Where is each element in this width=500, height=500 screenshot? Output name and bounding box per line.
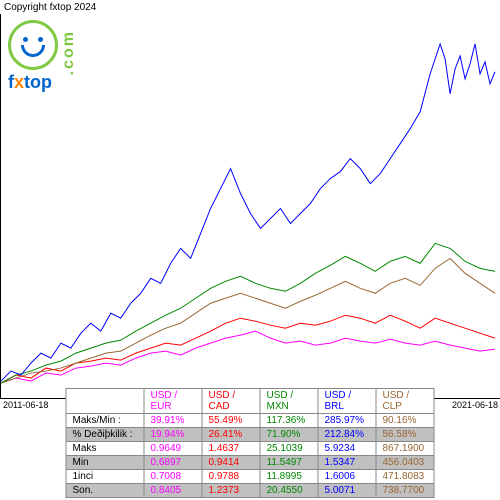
table-row-label: Min (66, 456, 144, 470)
table-column-header: USD / BRL (318, 389, 376, 414)
table-cell: 0.8405 (144, 484, 202, 498)
series-line (1, 315, 495, 383)
table-row-label: 1inci (66, 470, 144, 484)
table-cell: 867.1900 (376, 442, 434, 456)
series-line (1, 331, 495, 383)
table-cell: 26.41% (202, 428, 260, 442)
table-cell: 471.8083 (376, 470, 434, 484)
table-column-header: USD / CAD (202, 389, 260, 414)
x-axis-end-label: 2021-06-18 (452, 400, 498, 410)
table-column-header: USD / CLP (376, 389, 434, 414)
table-row: Min0.68970.941411.54971.5347456.0403 (66, 456, 434, 470)
table-cell: 5.0071 (318, 484, 376, 498)
table-row: Maks0.96491.463725.10395.9234867.1900 (66, 442, 434, 456)
table-cell: 738.7700 (376, 484, 434, 498)
table-cell: 0.6897 (144, 456, 202, 470)
table-cell: 0.9788 (202, 470, 260, 484)
table-cell: 1.2373 (202, 484, 260, 498)
table-cell: 56.58% (376, 428, 434, 442)
table-cell: 1.5347 (318, 456, 376, 470)
table-cell: 117.36% (260, 414, 318, 428)
chart-canvas (1, 14, 500, 398)
table-cell: 1.4637 (202, 442, 260, 456)
series-line (1, 258, 495, 383)
series-line (1, 243, 495, 383)
table-cell: 5.9234 (318, 442, 376, 456)
currency-stats-table: USD / EURUSD / CADUSD / MXNUSD / BRLUSD … (66, 388, 435, 498)
table-cell: 20.4550 (260, 484, 318, 498)
table-cell: 212.84% (318, 428, 376, 442)
table-column-header: USD / MXN (260, 389, 318, 414)
table-row: % Deðiþkilik :19.94%26.41%71.90%212.84%5… (66, 428, 434, 442)
copyright-text: Copyright fxtop 2024 (4, 2, 96, 13)
table-column-header: USD / EUR (144, 389, 202, 414)
table-cell: 0.7008 (144, 470, 202, 484)
table-row-label: % Deðiþkilik : (66, 428, 144, 442)
series-line (1, 44, 495, 381)
table-header-row: USD / EURUSD / CADUSD / MXNUSD / BRLUSD … (66, 389, 434, 414)
table-cell: 19.94% (144, 428, 202, 442)
table-row-label: Maks/Min : (66, 414, 144, 428)
x-axis-start-label: 2011-06-18 (3, 400, 48, 410)
table-cell: 456.0403 (376, 456, 434, 470)
currency-chart: 2011-06-18 2021-06-18 (0, 14, 500, 399)
table-row: Son.0.84051.237320.45505.0071738.7700 (66, 484, 434, 498)
table-corner-cell (66, 389, 144, 414)
table-cell: 0.9414 (202, 456, 260, 470)
table-cell: 90.16% (376, 414, 434, 428)
table-cell: 55.49% (202, 414, 260, 428)
table-cell: 0.9649 (144, 442, 202, 456)
table-cell: 11.5497 (260, 456, 318, 470)
table-row-label: Maks (66, 442, 144, 456)
table-cell: 71.90% (260, 428, 318, 442)
table-cell: 11.8995 (260, 470, 318, 484)
table-cell: 25.1039 (260, 442, 318, 456)
table-row-label: Son. (66, 484, 144, 498)
table-cell: 285.97% (318, 414, 376, 428)
table-cell: 1.6006 (318, 470, 376, 484)
table-row: 1inci0.70080.978811.89951.6006471.8083 (66, 470, 434, 484)
table-cell: 39.91% (144, 414, 202, 428)
table-row: Maks/Min :39.91%55.49%117.36%285.97%90.1… (66, 414, 434, 428)
